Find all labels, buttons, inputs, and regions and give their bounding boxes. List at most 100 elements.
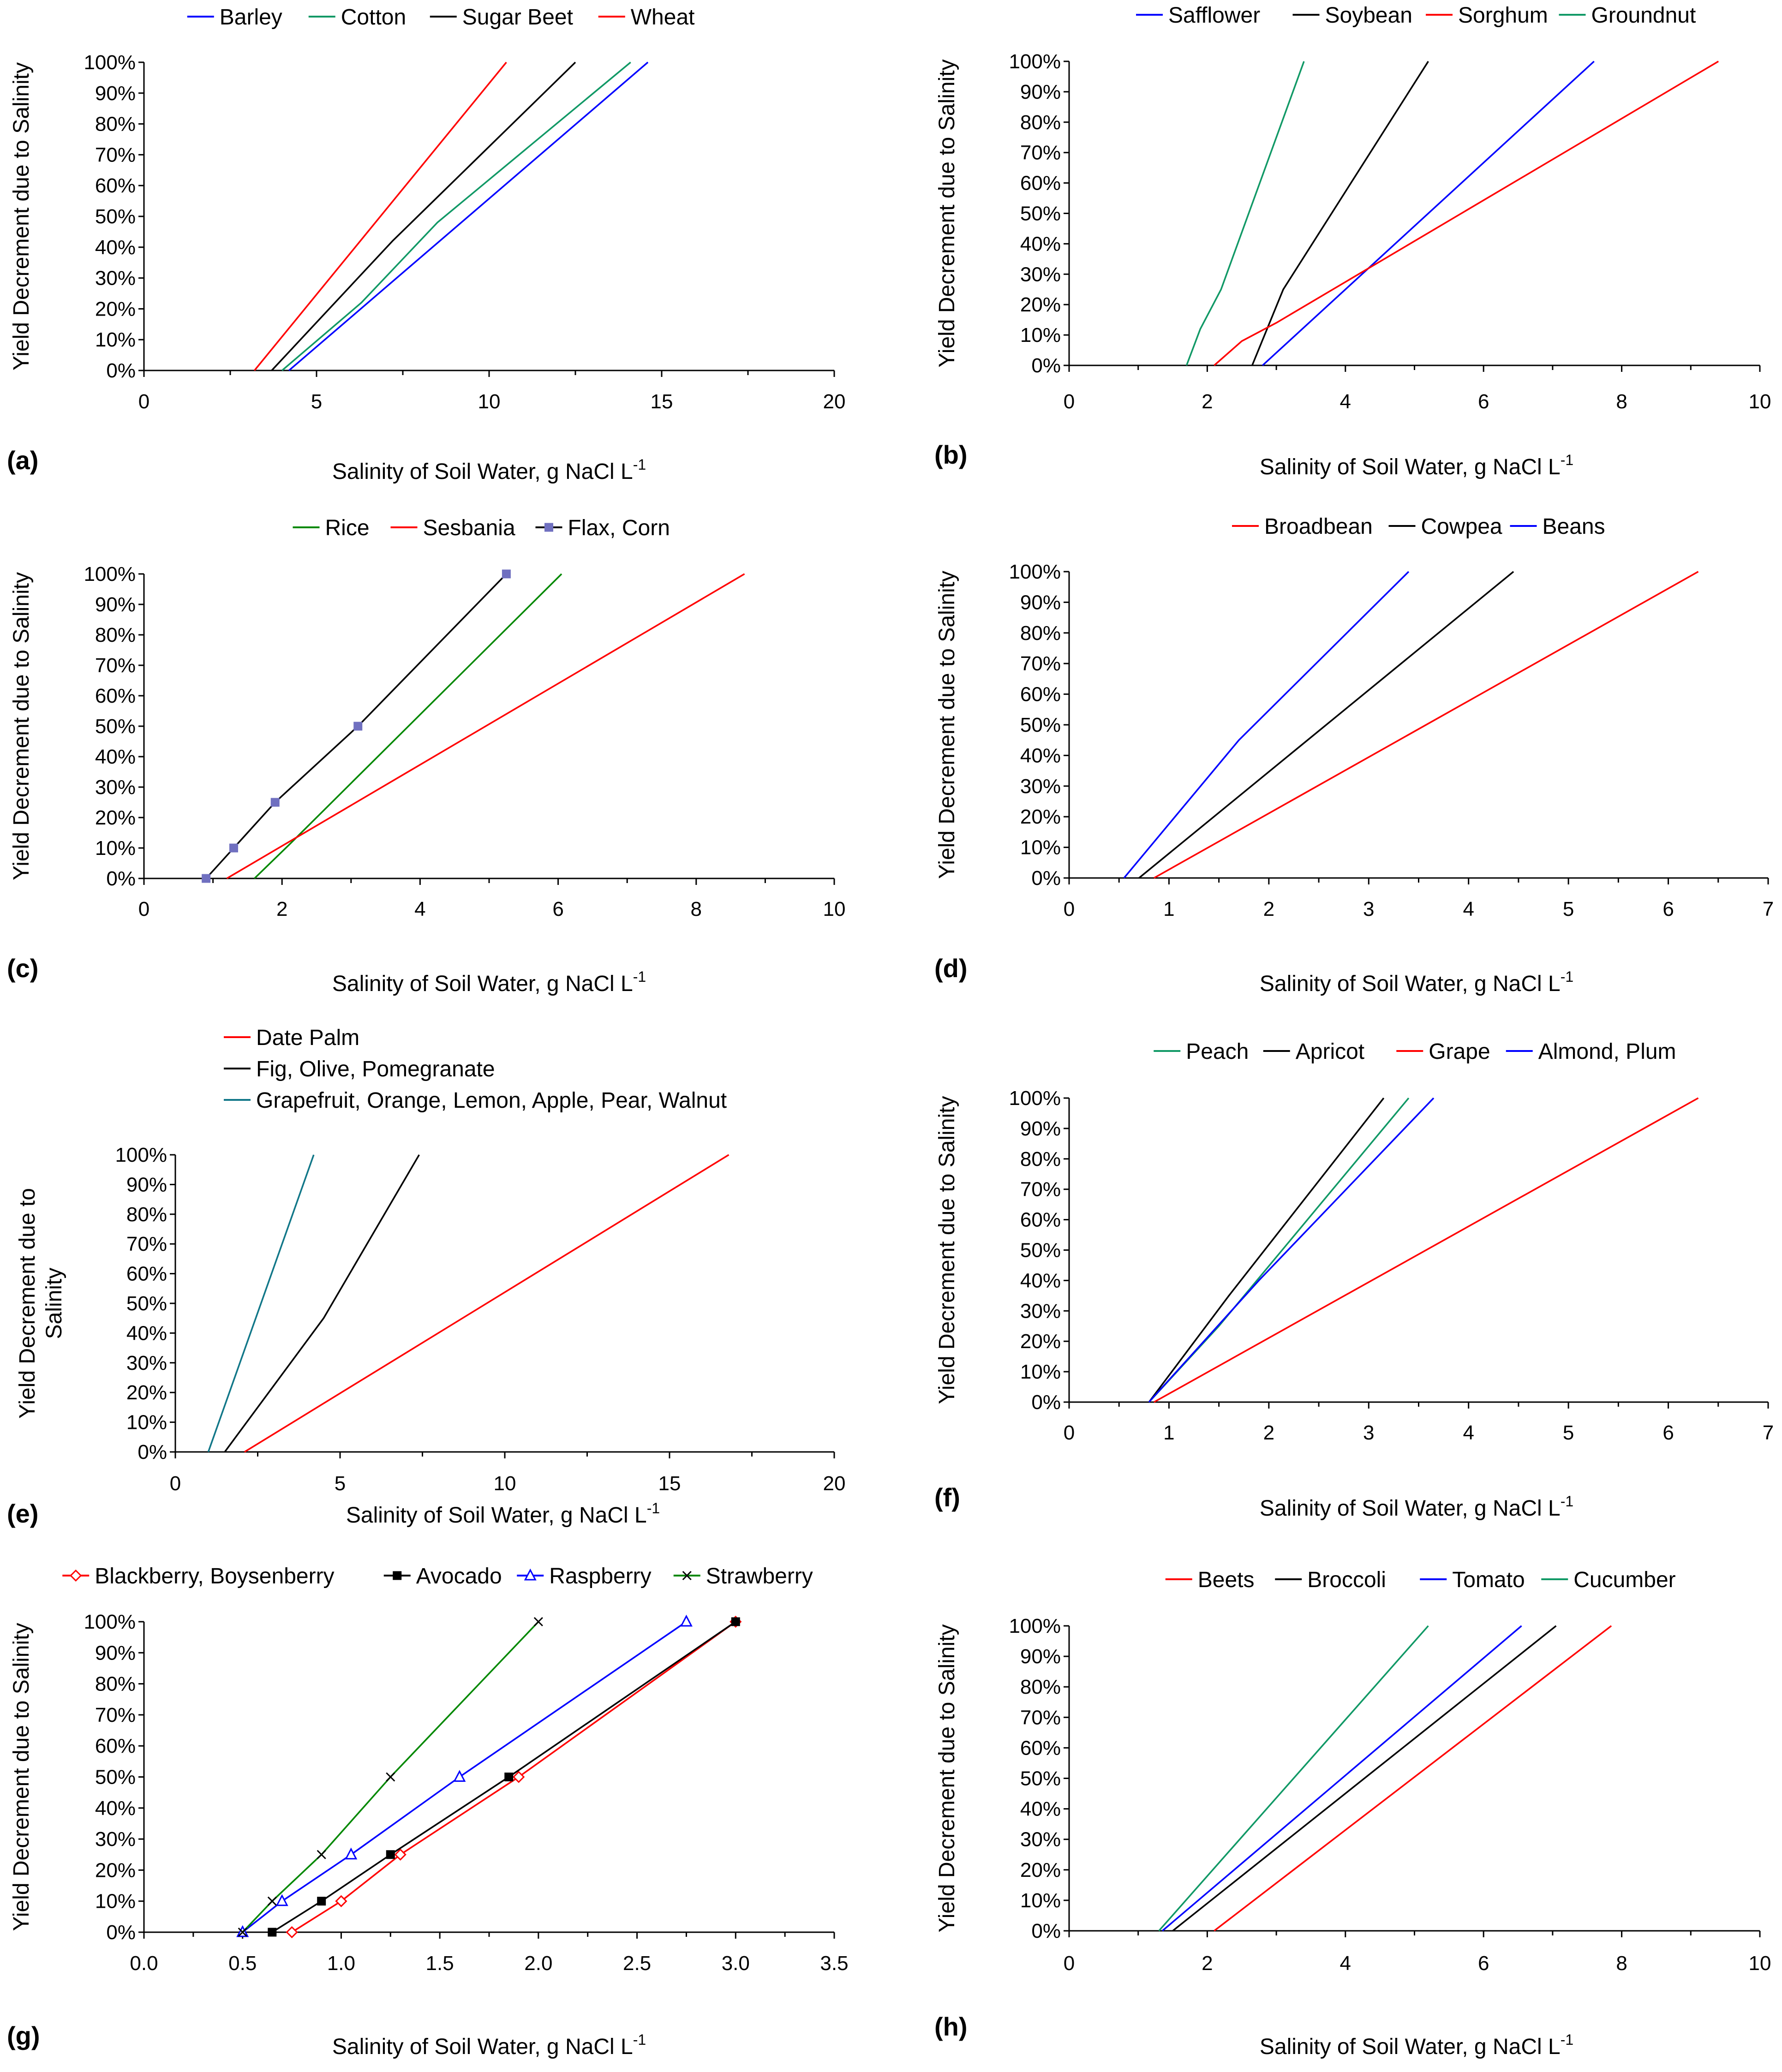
legend-label: Rice bbox=[325, 516, 370, 540]
series-line-fig-olive-pomegranate bbox=[224, 1154, 420, 1453]
y-tick-label: 20% bbox=[95, 1859, 136, 1881]
y-tick-label: 0% bbox=[1031, 867, 1061, 890]
series-line-avocado bbox=[271, 1621, 736, 1933]
y-tick-label: 40% bbox=[1020, 1269, 1061, 1292]
legend-item-date-palm: Date Palm bbox=[224, 1026, 359, 1050]
legend-item-almond-plum: Almond, Plum bbox=[1506, 1039, 1676, 1064]
y-tick-label: 80% bbox=[95, 1673, 136, 1696]
data-point bbox=[286, 1926, 298, 1939]
legend-item-soybean: Soybean bbox=[1292, 3, 1412, 28]
y-tick-label: 0% bbox=[138, 1441, 167, 1463]
y-tick-label: 10% bbox=[95, 837, 136, 860]
legend-item-sorghum: Sorghum bbox=[1426, 3, 1548, 28]
x-tick-label: 4 bbox=[1463, 898, 1474, 920]
series-line-cowpea bbox=[1138, 571, 1514, 879]
x-tick-label: 0 bbox=[138, 898, 149, 920]
x-axis-title: Salinity of Soil Water, g NaCl L-1 bbox=[1260, 2031, 1573, 2059]
legend-item-tomato: Tomato bbox=[1420, 1568, 1525, 1592]
data-point bbox=[504, 1773, 514, 1781]
panel-letter: (e) bbox=[7, 1499, 38, 1528]
y-tick-label: 50% bbox=[126, 1292, 167, 1315]
y-axis-title: Yield Decrement due to Salinity bbox=[935, 571, 959, 879]
x-axis-title: Salinity of Soil Water, g NaCl L-1 bbox=[1260, 968, 1573, 996]
data-point bbox=[502, 569, 511, 579]
x-tick-label: 0 bbox=[138, 390, 149, 413]
legend-label: Strawberry bbox=[706, 1564, 813, 1588]
data-point bbox=[512, 1771, 525, 1783]
y-tick-label: 90% bbox=[1020, 1117, 1061, 1140]
legend: Barley Cotton Sugar Beet Wheat bbox=[187, 5, 694, 30]
x-tick-label: 1.5 bbox=[426, 1952, 454, 1975]
legend-item-cucumber: Cucumber bbox=[1541, 1568, 1676, 1592]
x-tick-label: 1 bbox=[1163, 1421, 1174, 1444]
x-tick-label: 5 bbox=[1563, 1421, 1574, 1444]
y-tick-label: 80% bbox=[126, 1203, 167, 1226]
y-tick-label: 30% bbox=[126, 1352, 167, 1374]
legend-label: Broccoli bbox=[1307, 1568, 1386, 1592]
legend-item-beans: Beans bbox=[1510, 514, 1605, 539]
x-tick-label: 20 bbox=[823, 1472, 846, 1495]
panel-letter: (f) bbox=[934, 1483, 960, 1512]
y-tick-label: 100% bbox=[1009, 50, 1061, 73]
y-tick-label: 100% bbox=[115, 1144, 167, 1166]
panel-d: 0% 10% 20% 30% 40% 50% 60% 70% 80% 90% 100% 0 1 2 3 4 5 6… bbox=[934, 514, 1774, 996]
x-tick-label: 20 bbox=[823, 390, 846, 413]
x-tick-label: 6 bbox=[1662, 1421, 1674, 1444]
legend-label: Peach bbox=[1186, 1039, 1249, 1064]
legend-label: Beets bbox=[1198, 1568, 1255, 1592]
legend-label: Grapefruit, Orange, Lemon, Apple, Pear, … bbox=[256, 1088, 727, 1113]
panel-b: 0% 10% 20% 30% 40% 50% 60% 70% 80% 90% 100% 0 2 4 6 8 10… bbox=[934, 3, 1771, 479]
panel-e: 0% 10% 20% 30% 40% 50% 60% 70% 80% 90% 100% 0 5 10 15 2… bbox=[7, 1026, 845, 1528]
y-tick-label: 50% bbox=[1020, 203, 1061, 225]
legend-item-cowpea: Cowpea bbox=[1388, 514, 1502, 539]
y-tick-label: 60% bbox=[1020, 172, 1061, 195]
y-tick-label: 20% bbox=[1020, 1859, 1061, 1881]
x-tick-label: 2 bbox=[1263, 898, 1274, 920]
legend-item-broadbean: Broadbean bbox=[1232, 514, 1373, 539]
legend: Blackberry, Boysenberry Avocado Raspberry S… bbox=[62, 1564, 813, 1588]
y-tick-label: 40% bbox=[1020, 744, 1061, 767]
y-axis-title: Yield Decrement due to Salinity bbox=[9, 1623, 34, 1931]
x-tick-label: 4 bbox=[1340, 1952, 1351, 1975]
data-point bbox=[453, 1770, 466, 1782]
x-axis-title: Salinity of Soil Water, g NaCl L-1 bbox=[332, 456, 646, 484]
x-tick-label: 2.0 bbox=[524, 1952, 552, 1975]
y-tick-label: 70% bbox=[1020, 142, 1061, 164]
y-tick-label: 70% bbox=[1020, 1178, 1061, 1201]
legend-item-sugar-beet: Sugar Beet bbox=[430, 5, 573, 30]
y-tick-label: 60% bbox=[95, 1735, 136, 1757]
y-tick-label: 30% bbox=[1020, 775, 1061, 798]
legend: Safflower Soybean Sorghum Groundnut bbox=[1136, 3, 1696, 28]
y-tick-label: 50% bbox=[1020, 1767, 1061, 1790]
data-point bbox=[731, 1617, 740, 1626]
y-tick-label: 60% bbox=[95, 174, 136, 197]
x-tick-label: 1 bbox=[1163, 898, 1174, 920]
x-axis-title: Salinity of Soil Water, g NaCl L-1 bbox=[1260, 452, 1573, 479]
x-tick-label: 7 bbox=[1763, 898, 1774, 920]
y-tick-label: 30% bbox=[1020, 1828, 1061, 1851]
legend-item-beets: Beets bbox=[1165, 1568, 1255, 1592]
data-point bbox=[335, 1895, 347, 1907]
series-line-cotton bbox=[281, 61, 631, 371]
y-tick-label: 80% bbox=[1020, 1676, 1061, 1698]
y-tick-label: 90% bbox=[126, 1173, 167, 1196]
y-tick-label: 80% bbox=[1020, 1148, 1061, 1170]
x-tick-label: 4 bbox=[1340, 390, 1351, 413]
legend-item-grapefruit-orange-lemon-apple-pear-walnut: Grapefruit, Orange, Lemon, Apple, Pear, … bbox=[224, 1088, 727, 1113]
y-tick-label: 40% bbox=[95, 746, 136, 768]
y-tick-label: 40% bbox=[1020, 1798, 1061, 1821]
panel-h: 0% 10% 20% 30% 40% 50% 60% 70% 80% 90% 100% 0 2 4 6 8 10… bbox=[934, 1568, 1771, 2059]
y-tick-label: 10% bbox=[95, 328, 136, 351]
legend-label: Broadbean bbox=[1264, 514, 1373, 539]
x-tick-label: 15 bbox=[651, 390, 673, 413]
y-tick-label: 100% bbox=[1009, 1615, 1061, 1637]
series-line-beans bbox=[1123, 571, 1410, 879]
x-tick-label: 8 bbox=[1616, 390, 1627, 413]
y-axis-title: Salinity bbox=[42, 1268, 66, 1339]
legend-item-cotton: Cotton bbox=[308, 5, 406, 30]
x-tick-label: 1.0 bbox=[327, 1952, 355, 1975]
data-point bbox=[202, 874, 211, 883]
y-tick-label: 20% bbox=[126, 1381, 167, 1404]
x-tick-label: 0 bbox=[1064, 898, 1075, 920]
